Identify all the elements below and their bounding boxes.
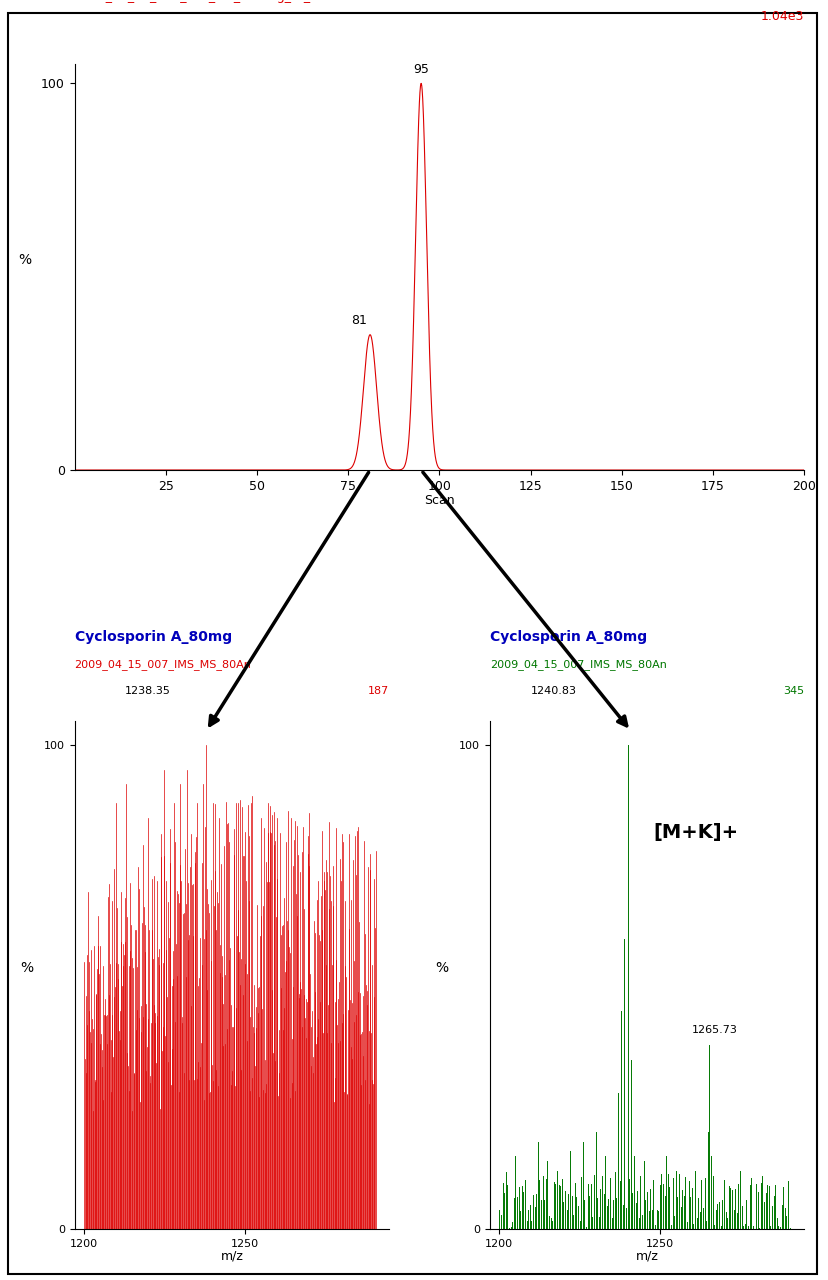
Text: 1238.35: 1238.35 <box>124 686 170 695</box>
Text: 2009_04_15_007_IMS_MS_80An: 2009_04_15_007_IMS_MS_80An <box>489 659 666 669</box>
Text: 81: 81 <box>351 314 367 326</box>
Text: Cyclosporin A_80mg: Cyclosporin A_80mg <box>75 631 232 644</box>
Y-axis label: %: % <box>21 961 34 975</box>
Y-axis label: %: % <box>436 961 448 975</box>
X-axis label: m/z: m/z <box>220 1249 243 1263</box>
Text: 1265.73: 1265.73 <box>691 1025 737 1036</box>
Y-axis label: %: % <box>17 253 31 268</box>
Text: 1240.83: 1240.83 <box>531 686 576 695</box>
Text: 95: 95 <box>412 63 429 76</box>
X-axis label: Scan: Scan <box>424 494 454 507</box>
Text: 2009_04_15_007_IMS_MS_80Amg_dt_01: 2009_04_15_007_IMS_MS_80Amg_dt_01 <box>75 0 326 3</box>
Text: Cyclosporin A_80mg: Cyclosporin A_80mg <box>489 631 646 644</box>
Text: 345: 345 <box>782 686 803 695</box>
Text: 187: 187 <box>368 686 388 695</box>
Text: 1.04e3: 1.04e3 <box>760 10 803 23</box>
Text: 2009_04_15_007_IMS_MS_80An: 2009_04_15_007_IMS_MS_80An <box>75 659 251 669</box>
X-axis label: m/z: m/z <box>635 1249 657 1263</box>
Text: [M+K]+: [M+K]+ <box>652 823 738 842</box>
